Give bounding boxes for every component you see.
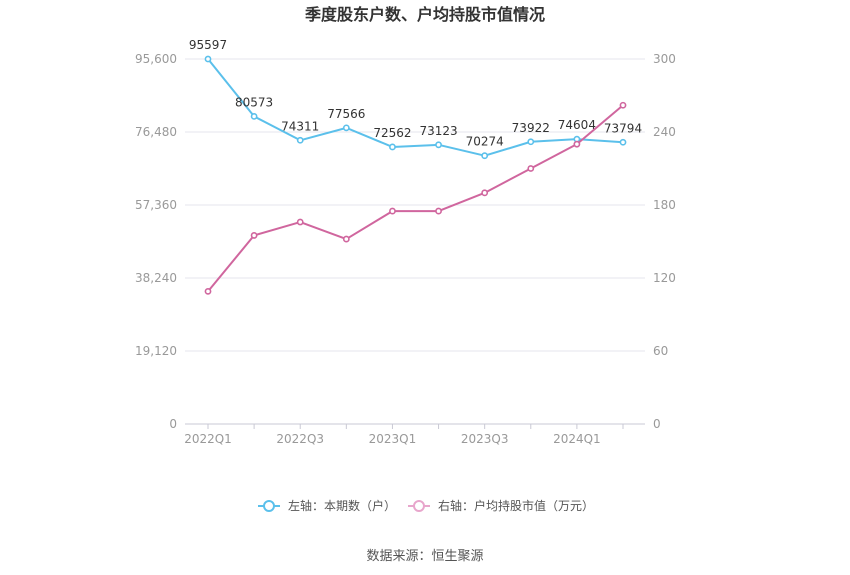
left-axis-tick-label: 57,360 (135, 198, 177, 212)
legend-item-1[interactable]: 左轴：本期数（户） (258, 498, 396, 513)
chart-title: 季度股东户数、户均持股市值情况 (304, 5, 545, 24)
legend-marker (413, 500, 425, 512)
data-point (296, 136, 304, 144)
grid-lines (185, 58, 645, 352)
right-axis-tick-label: 60 (653, 344, 668, 358)
x-axis-tick-label: 2023Q1 (369, 432, 417, 446)
data-point (481, 189, 489, 197)
series-line-2 (207, 104, 624, 293)
right-axis-tick-label: 180 (653, 198, 676, 212)
data-point (527, 165, 535, 172)
data-point (342, 235, 350, 243)
right-axis-tick-label: 0 (653, 417, 661, 431)
data-label: 74604 (558, 118, 596, 132)
data-point (296, 218, 304, 226)
axes: 0 0 19,120 60 38,240 120 57,360 180 76,480 240 95,… (135, 52, 676, 446)
data-point (435, 207, 442, 215)
data-label: 77566 (327, 107, 365, 121)
data-point (435, 141, 442, 149)
data-label: 73922 (512, 121, 550, 135)
data-point (389, 143, 396, 151)
left-axis-tick-label: 0 (169, 417, 177, 431)
source-note: 数据来源：恒生聚源 (366, 549, 483, 564)
right-axis-tick-label: 300 (653, 52, 676, 66)
x-axis-tick-label: 2024Q1 (553, 432, 601, 446)
data-label: 80573 (235, 95, 273, 109)
series-line-1 (207, 58, 624, 157)
left-axis-tick-label: 38,240 (135, 271, 177, 285)
data-point (204, 287, 212, 295)
left-axis-tick-label: 19,120 (135, 344, 177, 358)
data-point (573, 140, 581, 148)
data-point (204, 55, 212, 63)
right-axis-tick-label: 120 (653, 271, 676, 285)
data-label: 72562 (373, 126, 411, 140)
data-point (619, 138, 627, 146)
legend-item-2[interactable]: 右轴：户均持股市值（万元） (408, 498, 594, 513)
legend-label: 左轴：本期数（户） (288, 498, 396, 513)
data-label: 70274 (466, 135, 504, 149)
right-axis-tick-label: 240 (653, 125, 676, 139)
data-label: 74311 (281, 119, 319, 133)
left-axis-tick-label: 95,600 (135, 52, 177, 66)
data-point (389, 207, 396, 215)
data-point (481, 152, 489, 160)
data-label: 95597 (189, 38, 227, 52)
left-axis-tick-label: 76,480 (135, 125, 177, 139)
data-label: 73123 (419, 124, 457, 138)
series-layer: 95597 80573 74311 77566 72562 73123 70274 73922… (189, 38, 642, 295)
x-axis-tick-label: 2022Q3 (276, 432, 324, 446)
data-point (527, 138, 535, 146)
legend-label: 右轴：户均持股市值（万元） (438, 498, 594, 513)
data-label: 73794 (604, 121, 642, 135)
data-point (619, 101, 627, 109)
data-point (250, 112, 258, 120)
x-axis-tick-label: 2023Q3 (461, 432, 509, 446)
data-point (250, 232, 258, 239)
x-axis-tick-label: 2022Q1 (184, 432, 232, 446)
legend-marker (263, 500, 275, 512)
data-point (342, 124, 350, 132)
legend[interactable]: 左轴：本期数（户） 右轴：户均持股市值（万元） (258, 498, 594, 513)
